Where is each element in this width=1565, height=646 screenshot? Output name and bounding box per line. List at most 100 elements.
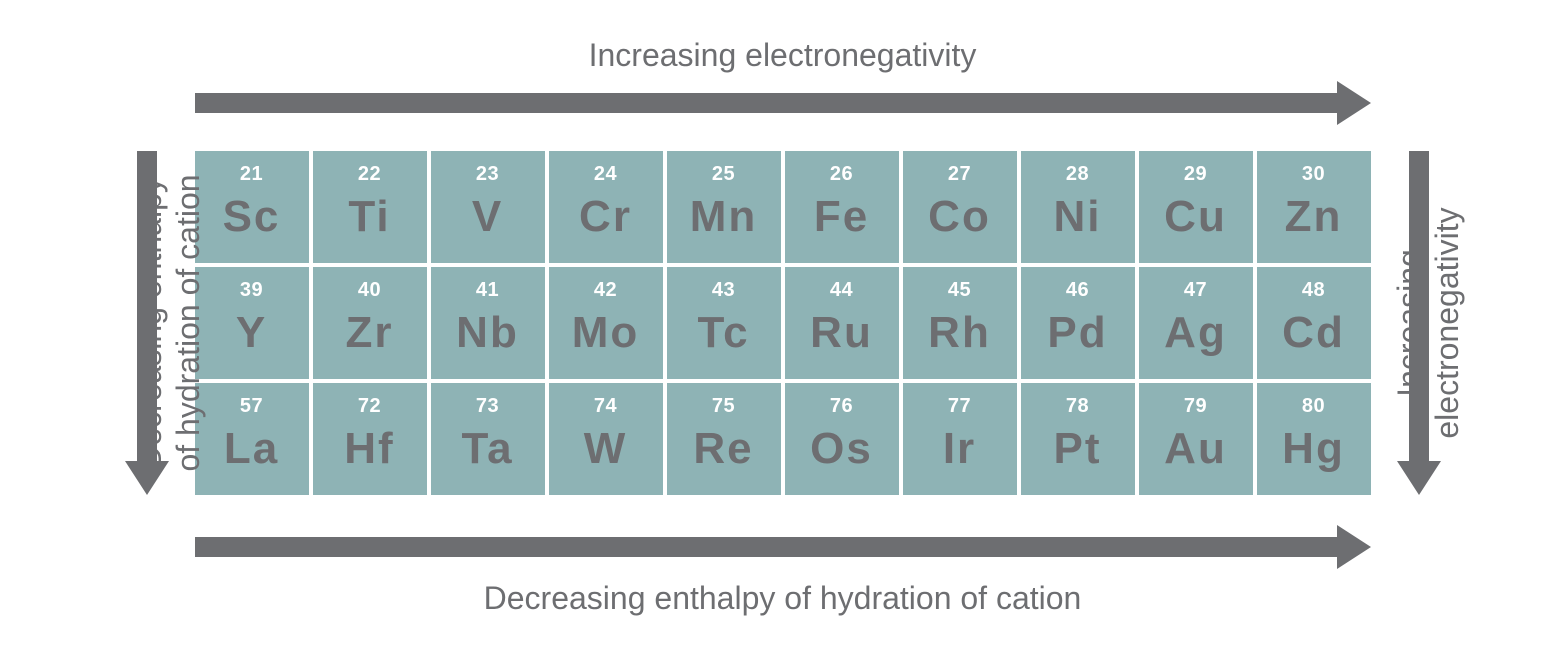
atomic-number: 21 (240, 163, 263, 186)
atomic-number: 39 (240, 279, 263, 302)
element-cell: 46 Pd (1021, 267, 1135, 379)
element-symbol: Y (236, 308, 267, 358)
diagram-container: Increasing electronegativity Decreasing … (191, 147, 1375, 499)
atomic-number: 75 (712, 395, 735, 418)
element-symbol: Ru (810, 308, 873, 358)
element-cell: 80 Hg (1257, 383, 1371, 495)
left-arrow-down-icon (125, 151, 169, 495)
atomic-number: 26 (830, 163, 853, 186)
atomic-number: 79 (1184, 395, 1207, 418)
atomic-number: 45 (948, 279, 971, 302)
element-cell: 21 Sc (195, 151, 309, 263)
element-cell: 44 Ru (785, 267, 899, 379)
atomic-number: 25 (712, 163, 735, 186)
element-symbol: Ag (1164, 308, 1227, 358)
element-symbol: Cd (1282, 308, 1345, 358)
bottom-label: Decreasing enthalpy of hydration of cati… (484, 580, 1082, 617)
element-cell: 78 Pt (1021, 383, 1135, 495)
left-label-line2: of hydration of cation (170, 174, 206, 471)
element-symbol: Mn (690, 192, 758, 242)
element-symbol: Pd (1047, 308, 1107, 358)
element-cell: 29 Cu (1139, 151, 1253, 263)
element-symbol: Tc (697, 308, 749, 358)
element-symbol: Pt (1054, 424, 1102, 474)
element-symbol: Fe (814, 192, 869, 242)
element-cell: 45 Rh (903, 267, 1017, 379)
element-symbol: Ni (1054, 192, 1102, 242)
top-label: Increasing electronegativity (589, 37, 977, 74)
atomic-number: 78 (1066, 395, 1089, 418)
atomic-number: 46 (1066, 279, 1089, 302)
right-arrow-down-icon (1397, 151, 1441, 495)
element-symbol: Cu (1164, 192, 1227, 242)
element-cell: 23 V (431, 151, 545, 263)
element-cell: 57 La (195, 383, 309, 495)
element-symbol: Ir (943, 424, 976, 474)
element-cell: 28 Ni (1021, 151, 1135, 263)
element-cell: 79 Au (1139, 383, 1253, 495)
atomic-number: 43 (712, 279, 735, 302)
bottom-arrow-right-icon (195, 525, 1371, 569)
atomic-number: 22 (358, 163, 381, 186)
element-symbol: Sc (223, 192, 281, 242)
atomic-number: 41 (476, 279, 499, 302)
element-cell: 40 Zr (313, 267, 427, 379)
element-symbol: W (584, 424, 628, 474)
element-symbol: Mo (572, 308, 640, 358)
element-cell: 30 Zn (1257, 151, 1371, 263)
atomic-number: 23 (476, 163, 499, 186)
atomic-number: 42 (594, 279, 617, 302)
element-cell: 76 Os (785, 383, 899, 495)
element-cell: 74 W (549, 383, 663, 495)
atomic-number: 28 (1066, 163, 1089, 186)
element-symbol: La (224, 424, 279, 474)
element-symbol: Au (1164, 424, 1227, 474)
element-cell: 72 Hf (313, 383, 427, 495)
atomic-number: 73 (476, 395, 499, 418)
element-cell: 73 Ta (431, 383, 545, 495)
arrow-shape (125, 151, 169, 495)
element-cell: 24Cr (549, 151, 663, 263)
element-symbol: Co (928, 192, 991, 242)
element-symbol: Rh (928, 308, 991, 358)
atomic-number: 57 (240, 395, 263, 418)
element-symbol: Ti (348, 192, 390, 242)
atomic-number: 77 (948, 395, 971, 418)
element-cell: 77 Ir (903, 383, 1017, 495)
atomic-number: 72 (358, 395, 381, 418)
element-symbol: Hf (344, 424, 394, 474)
arrow-shape (195, 81, 1371, 125)
element-symbol: Hg (1282, 424, 1345, 474)
element-symbol: Zr (346, 308, 394, 358)
element-symbol: Os (810, 424, 873, 474)
element-symbol: Ta (461, 424, 513, 474)
atomic-number: 74 (594, 395, 617, 418)
arrow-shape (195, 525, 1371, 569)
element-cell: 48 Cd (1257, 267, 1371, 379)
element-cell: 27 Co (903, 151, 1017, 263)
atomic-number: 40 (358, 279, 381, 302)
periodic-table-block: 21Sc22Ti23V24Cr25Mn26Fe27Co28Ni29Cu30Zn3… (191, 147, 1375, 499)
element-cell: 75 Re (667, 383, 781, 495)
element-symbol: Zn (1285, 192, 1343, 242)
element-cell: 41Nb (431, 267, 545, 379)
atomic-number: 47 (1184, 279, 1207, 302)
arrow-shape (1397, 151, 1441, 495)
atomic-number: 76 (830, 395, 853, 418)
atomic-number: 48 (1302, 279, 1325, 302)
element-symbol: V (472, 192, 503, 242)
element-cell: 42 Mo (549, 267, 663, 379)
element-symbol: Cr (579, 192, 632, 242)
atomic-number: 27 (948, 163, 971, 186)
element-cell: 43 Tc (667, 267, 781, 379)
element-cell: 47 Ag (1139, 267, 1253, 379)
element-symbol: Re (693, 424, 753, 474)
element-cell: 25 Mn (667, 151, 781, 263)
element-cell: 26 Fe (785, 151, 899, 263)
element-cell: 22 Ti (313, 151, 427, 263)
atomic-number: 80 (1302, 395, 1325, 418)
atomic-number: 29 (1184, 163, 1207, 186)
atomic-number: 44 (830, 279, 853, 302)
element-cell: 39 Y (195, 267, 309, 379)
atomic-number: 30 (1302, 163, 1325, 186)
